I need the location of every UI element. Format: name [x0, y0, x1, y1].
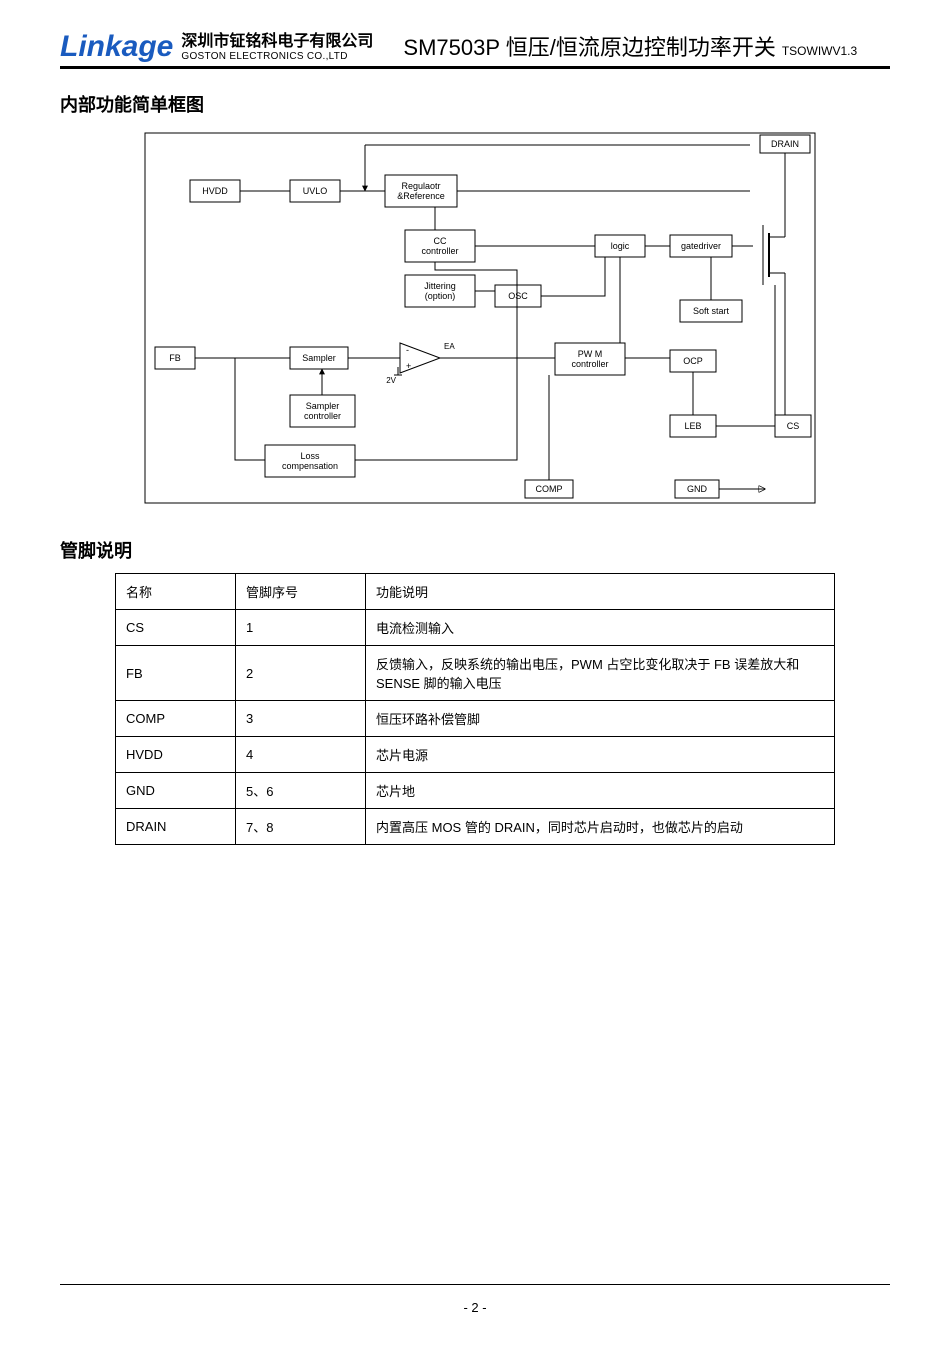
cell-num: 4 [236, 737, 366, 773]
svg-text:compensation: compensation [282, 461, 338, 471]
page-header: Linkage 深圳市钲铭科电子有限公司 GOSTON ELECTRONICS … [60, 30, 890, 69]
table-header-row: 名称 管脚序号 功能说明 [116, 574, 835, 610]
table-row: DRAIN7、8内置高压 MOS 管的 DRAIN，同时芯片启动时，也做芯片的启… [116, 809, 835, 845]
svg-text:Jittering: Jittering [424, 281, 456, 291]
cell-num: 7、8 [236, 809, 366, 845]
table-row: COMP3恒压环路补偿管脚 [116, 701, 835, 737]
cell-num: 2 [236, 646, 366, 701]
table-row: GND5、6芯片地 [116, 773, 835, 809]
svg-text:EA: EA [444, 342, 455, 351]
svg-text:CC: CC [434, 236, 447, 246]
cell-desc: 芯片电源 [366, 737, 835, 773]
pin-description-table: 名称 管脚序号 功能说明 CS1电流检测输入FB2反馈输入，反映系统的输出电压，… [115, 573, 835, 845]
cell-name: FB [116, 646, 236, 701]
svg-text:2V: 2V [386, 376, 396, 385]
svg-text:FB: FB [169, 353, 181, 363]
cell-num: 1 [236, 610, 366, 646]
svg-text:OSC: OSC [508, 291, 528, 301]
svg-text:Sampler: Sampler [302, 353, 336, 363]
svg-text:gatedriver: gatedriver [681, 241, 721, 251]
svg-text:OCP: OCP [683, 356, 703, 366]
svg-text:+: + [406, 361, 411, 371]
svg-text:Regulaotr: Regulaotr [401, 181, 440, 191]
svg-text:logic: logic [611, 241, 630, 251]
svg-text:DRAIN: DRAIN [771, 139, 799, 149]
svg-text:COMP: COMP [536, 484, 563, 494]
svg-text:controller: controller [304, 411, 341, 421]
svg-text:controller: controller [421, 246, 458, 256]
col-header-num: 管脚序号 [236, 574, 366, 610]
svg-text:(option): (option) [425, 291, 456, 301]
svg-text:&Reference: &Reference [397, 191, 445, 201]
cell-desc: 反馈输入，反映系统的输出电压，PWM 占空比变化取决于 FB 误差放大和 SEN… [366, 646, 835, 701]
block-diagram-container: HVDDUVLORegulaotr&ReferenceCCcontrollerJ… [60, 125, 890, 515]
svg-text:PW M: PW M [578, 349, 603, 359]
svg-text:CS: CS [787, 421, 800, 431]
svg-text:UVLO: UVLO [303, 186, 328, 196]
table-row: CS1电流检测输入 [116, 610, 835, 646]
svg-text:Sampler: Sampler [306, 401, 340, 411]
svg-text:-: - [406, 345, 409, 355]
cell-name: DRAIN [116, 809, 236, 845]
section-title-pins: 管脚说明 [60, 537, 890, 563]
col-header-desc: 功能说明 [366, 574, 835, 610]
svg-text:GND: GND [687, 484, 708, 494]
table-row: HVDD4芯片电源 [116, 737, 835, 773]
cell-name: GND [116, 773, 236, 809]
cell-name: COMP [116, 701, 236, 737]
cell-desc: 恒压环路补偿管脚 [366, 701, 835, 737]
document-title: SM7503P 恒压/恒流原边控制功率开关 [403, 30, 775, 62]
cell-desc: 内置高压 MOS 管的 DRAIN，同时芯片启动时，也做芯片的启动 [366, 809, 835, 845]
footer-rule [60, 1284, 890, 1285]
section-title-block-diagram: 内部功能简单框图 [60, 91, 890, 117]
col-header-name: 名称 [116, 574, 236, 610]
cell-num: 5、6 [236, 773, 366, 809]
brand-logo: Linkage [60, 32, 173, 62]
page-number: - 2 - [0, 1300, 950, 1315]
svg-text:HVDD: HVDD [202, 186, 228, 196]
cell-num: 3 [236, 701, 366, 737]
company-name-en: GOSTON ELECTRONICS CO.,LTD [181, 51, 373, 62]
cell-name: CS [116, 610, 236, 646]
svg-text:LEB: LEB [684, 421, 701, 431]
svg-text:controller: controller [571, 359, 608, 369]
svg-text:Soft start: Soft start [693, 306, 730, 316]
cell-name: HVDD [116, 737, 236, 773]
table-row: FB2反馈输入，反映系统的输出电压，PWM 占空比变化取决于 FB 误差放大和 … [116, 646, 835, 701]
cell-desc: 电流检测输入 [366, 610, 835, 646]
block-diagram: HVDDUVLORegulaotr&ReferenceCCcontrollerJ… [125, 125, 825, 515]
cell-desc: 芯片地 [366, 773, 835, 809]
document-version: TSOWIWV1.3 [782, 44, 857, 58]
svg-text:Loss: Loss [300, 451, 320, 461]
company-name-cn: 深圳市钲铭科电子有限公司 [181, 33, 373, 51]
company-block: 深圳市钲铭科电子有限公司 GOSTON ELECTRONICS CO.,LTD [181, 33, 373, 62]
